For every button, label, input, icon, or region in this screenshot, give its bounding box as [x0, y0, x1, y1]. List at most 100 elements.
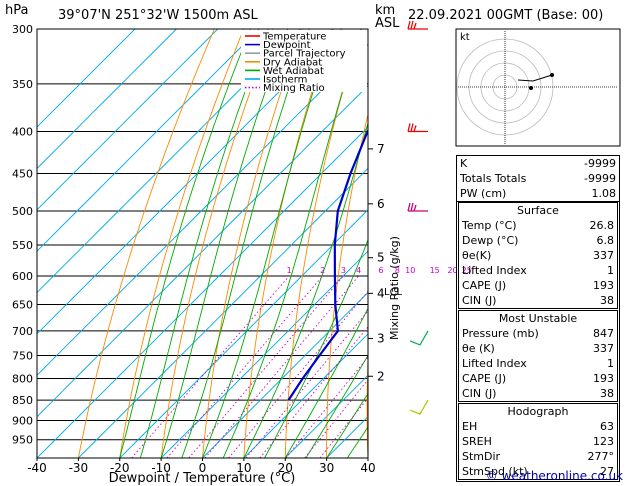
pressure-tick-label: 900: [12, 414, 33, 427]
most-unstable-row: Pressure (mb) 847: [459, 326, 617, 341]
isotherm-line: [37, 29, 177, 170]
dry-adiabat-line: [160, 29, 274, 458]
x-tick-label: 40: [360, 461, 375, 475]
x-tick-label: -20: [110, 461, 130, 475]
mixing-ratio-label: 6: [378, 266, 383, 275]
x-tick-label: -40: [27, 461, 47, 475]
wind-barbs: [407, 20, 429, 415]
surface-row: Temp (°C) 26.8: [459, 218, 617, 233]
wind-barb-trace: [409, 399, 429, 415]
wet-adiabat-line: [264, 238, 368, 458]
most-unstable-value: 337: [593, 342, 614, 355]
dry-adiabat-line: [326, 112, 368, 458]
hodograph-label: StmDir: [462, 450, 501, 463]
wind-barb-flag: [410, 20, 414, 30]
km-tick-label: 5: [377, 251, 385, 265]
mixing-ratio-label: 25: [462, 266, 472, 275]
indices-top-rows: K -9999 Totals Totals -9999 PW (cm) 1.08: [457, 156, 619, 201]
pressure-tick-label: 550: [12, 239, 33, 252]
isotherm-line: [37, 29, 343, 335]
surface-label: θe(K): [462, 249, 492, 262]
asl-unit-label: ASL: [375, 16, 400, 31]
index-value: -9999: [584, 157, 616, 170]
surface-label: CIN (J): [462, 294, 497, 307]
km-tick-label: 4: [377, 286, 385, 300]
wind-barb-flag: [407, 123, 411, 132]
km-tick-label: 7: [377, 142, 385, 156]
surface-value: 337: [593, 249, 614, 262]
wind-barb-flag: [407, 20, 411, 30]
pressure-tick-label: 600: [12, 270, 33, 283]
wet-adiabat-line: [139, 29, 269, 458]
x-tick-label: 20: [278, 461, 293, 475]
isotherm-line: [202, 291, 368, 458]
mixing-ratio-label: 10: [405, 266, 415, 275]
wet-adiabat-line: [222, 29, 362, 458]
mixing-ratio-label: 8: [395, 266, 400, 275]
isotherm-line: [37, 43, 368, 376]
isotherm-line: [37, 29, 260, 252]
pressure-tick-label: 650: [12, 299, 33, 312]
legend-label: Dewpoint: [263, 40, 311, 51]
mixing-ratio-line: [285, 356, 368, 458]
isotherm-line: [160, 250, 368, 458]
surface-row: Lifted Index 1: [459, 263, 617, 278]
hodograph-storm-dot: [529, 86, 533, 90]
mixing-ratio-line: [228, 290, 368, 458]
surface-value: 6.8: [596, 234, 615, 247]
datetime-title: 22.09.2021 00GMT (Base: 00): [408, 8, 603, 23]
pressure-tick-label: 350: [12, 78, 33, 91]
most-unstable-value: 193: [593, 372, 614, 385]
most-unstable-row: θe (K) 337: [459, 341, 617, 356]
mixing-ratio-line: [131, 275, 290, 458]
most-unstable-value: 847: [593, 327, 614, 340]
isotherm-line: [37, 29, 301, 294]
surface-label: Temp (°C): [462, 219, 517, 232]
hodograph-value: 123: [593, 435, 614, 448]
surface-value: 193: [593, 279, 614, 292]
wet-adiabat-line: [119, 29, 251, 458]
most-unstable-row: CAPE (J) 193: [459, 371, 617, 386]
surface-row: θe(K) 337: [459, 248, 617, 263]
index-label: Totals Totals: [460, 172, 527, 185]
mixing-ratio-line: [188, 275, 344, 458]
hodograph-label: EH: [462, 420, 478, 433]
isotherm-line: [119, 209, 368, 458]
mixing-ratio-label: 1: [287, 266, 292, 275]
dry-adiabat-line: [243, 29, 333, 458]
pressure-tick-label: 400: [12, 126, 33, 139]
wind-barb-flag: [413, 125, 417, 132]
x-tick-label: -30: [69, 461, 89, 475]
hodograph-value: 277°: [587, 450, 615, 463]
hodograph-row: SREH 123: [459, 434, 617, 449]
legend-label: Isotherm: [263, 75, 307, 86]
hodograph-label: StmSpd (kt): [462, 465, 528, 478]
x-tick-label: -10: [151, 461, 171, 475]
isotherm-line: [37, 126, 368, 458]
credit-text: © weatheronline.co.uk: [485, 469, 623, 483]
most-unstable-value: 38: [600, 387, 614, 400]
hodograph-rows: EH 63 SREH 123 StmDir 277° StmSpd (kt) 27: [459, 419, 617, 479]
hodograph-row: StmSpd (kt) 27: [459, 464, 617, 479]
dry-adiabat-line: [284, 29, 362, 458]
isotherm-line: [78, 167, 368, 458]
mixing-ratio-label: 2: [320, 266, 325, 275]
surface-rows: Temp (°C) 26.8 Dewp (°C) 6.8 θe(K) 337 Lifted …: [459, 218, 617, 308]
surface-label: Lifted Index: [462, 264, 527, 277]
wet-adiabat-line: [284, 307, 368, 458]
wind-barb-flag: [410, 123, 414, 132]
most-unstable-row: CIN (J) 38: [459, 386, 617, 401]
x-tick-label: 0: [199, 461, 207, 475]
lcl-label: LCL: [384, 287, 403, 298]
pressure-tick-label: 850: [12, 394, 33, 407]
index-row: K -9999: [457, 156, 619, 171]
legend-label: Mixing Ratio: [263, 83, 325, 94]
most-unstable-row: Lifted Index 1: [459, 356, 617, 371]
wind-barb-trace: [409, 330, 429, 346]
hodograph-trace: [517, 74, 553, 82]
dry-adiabat-line: [406, 29, 449, 458]
isotherm-line: [284, 374, 368, 458]
surface-value: 38: [600, 294, 614, 307]
pressure-tick-label: 450: [12, 167, 33, 180]
